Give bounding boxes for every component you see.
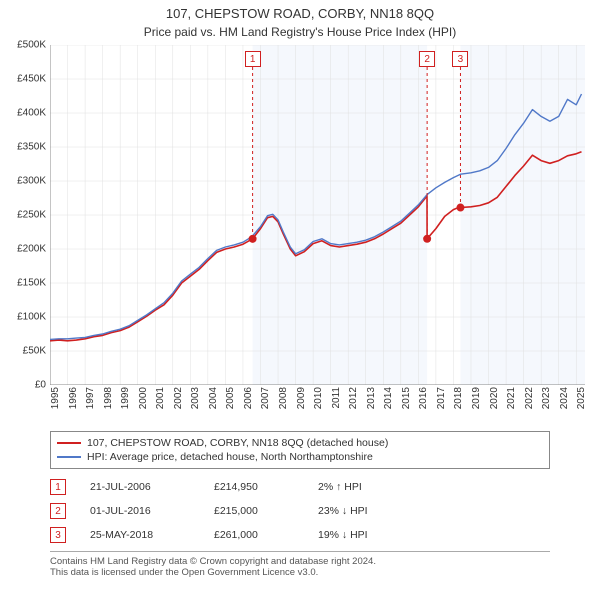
x-tick-label: 2013 [366,387,377,409]
x-tick-label: 2015 [401,387,412,409]
y-tick-label: £450K [17,74,46,85]
y-tick-label: £200K [17,244,46,255]
footer-line-2: This data is licensed under the Open Gov… [50,567,550,578]
sales-table-row: 3 25-MAY-2018 £261,000 19% ↓ HPI [50,523,550,547]
x-tick-label: 1998 [103,387,114,409]
x-tick-label: 1999 [120,387,131,409]
x-tick-label: 2003 [190,387,201,409]
sale-hpi-diff: 23% ↓ HPI [318,505,408,517]
x-tick-label: 2017 [436,387,447,409]
x-tick-label: 2023 [541,387,552,409]
y-tick-label: £500K [17,40,46,51]
legend-swatch [57,456,81,458]
y-tick-label: £400K [17,108,46,119]
legend-item: 107, CHEPSTOW ROAD, CORBY, NN18 8QQ (det… [57,436,543,450]
x-tick-label: 2020 [489,387,500,409]
x-tick-label: 2011 [331,387,342,409]
x-tick-label: 2002 [173,387,184,409]
sale-hpi-diff: 19% ↓ HPI [318,529,408,541]
legend: 107, CHEPSTOW ROAD, CORBY, NN18 8QQ (det… [50,431,550,469]
legend-item: HPI: Average price, detached house, Nort… [57,450,543,464]
x-tick-label: 2012 [348,387,359,409]
x-tick-label: 2019 [471,387,482,409]
y-axis: £0£50K£100K£150K£200K£250K£300K£350K£400… [0,45,48,385]
x-tick-label: 2021 [506,387,517,409]
chart-plot-area: £0£50K£100K£150K£200K£250K£300K£350K£400… [50,45,585,385]
x-tick-label: 2007 [260,387,271,409]
chart-container: 107, CHEPSTOW ROAD, CORBY, NN18 8QQ Pric… [0,0,600,590]
x-tick-label: 2000 [138,387,149,409]
x-tick-label: 2022 [524,387,535,409]
y-tick-label: £150K [17,278,46,289]
sale-hpi-diff: 2% ↑ HPI [318,481,408,493]
x-tick-label: 2005 [225,387,236,409]
x-tick-label: 2010 [313,387,324,409]
x-tick-label: 1997 [85,387,96,409]
x-tick-label: 2025 [576,387,587,409]
x-tick-label: 2018 [453,387,464,409]
sale-marker-box: 1 [50,479,66,495]
y-tick-label: £300K [17,176,46,187]
sale-date: 25-MAY-2018 [90,529,190,541]
x-tick-label: 2024 [559,387,570,409]
sale-date: 01-JUL-2016 [90,505,190,517]
x-tick-label: 2006 [243,387,254,409]
chart-title: 107, CHEPSTOW ROAD, CORBY, NN18 8QQ [0,0,600,21]
chart-sale-marker-2: 2 [419,51,435,67]
sale-price: £215,000 [214,505,294,517]
y-tick-label: £50K [23,346,46,357]
sales-table: 1 21-JUL-2006 £214,950 2% ↑ HPI 2 01-JUL-2016… [50,475,550,547]
chart-sale-marker-3: 3 [452,51,468,67]
y-tick-label: £250K [17,210,46,221]
sale-price: £214,950 [214,481,294,493]
legend-swatch [57,442,81,444]
chart-subtitle: Price paid vs. HM Land Registry's House … [0,21,600,45]
chart-sale-marker-1: 1 [245,51,261,67]
x-tick-label: 2014 [383,387,394,409]
y-tick-label: £350K [17,142,46,153]
x-tick-label: 2009 [296,387,307,409]
sales-table-row: 2 01-JUL-2016 £215,000 23% ↓ HPI [50,499,550,523]
footer-line-1: Contains HM Land Registry data © Crown c… [50,556,550,567]
y-tick-label: £0 [35,380,46,391]
legend-label: 107, CHEPSTOW ROAD, CORBY, NN18 8QQ (det… [87,437,388,449]
x-tick-label: 2001 [155,387,166,409]
sale-price: £261,000 [214,529,294,541]
x-tick-label: 1996 [68,387,79,409]
legend-label: HPI: Average price, detached house, Nort… [87,451,373,463]
x-tick-label: 2016 [418,387,429,409]
x-tick-label: 1995 [50,387,61,409]
sale-marker-box: 3 [50,527,66,543]
x-tick-label: 2008 [278,387,289,409]
sale-marker-box: 2 [50,503,66,519]
x-tick-label: 2004 [208,387,219,409]
chart-svg [50,45,585,385]
sale-date: 21-JUL-2006 [90,481,190,493]
x-axis: 1995 1996 1997 1998 1999 2000 2001 2002 2003 2004… [50,385,585,425]
y-tick-label: £100K [17,312,46,323]
footer: Contains HM Land Registry data © Crown c… [50,551,550,578]
sales-table-row: 1 21-JUL-2006 £214,950 2% ↑ HPI [50,475,550,499]
